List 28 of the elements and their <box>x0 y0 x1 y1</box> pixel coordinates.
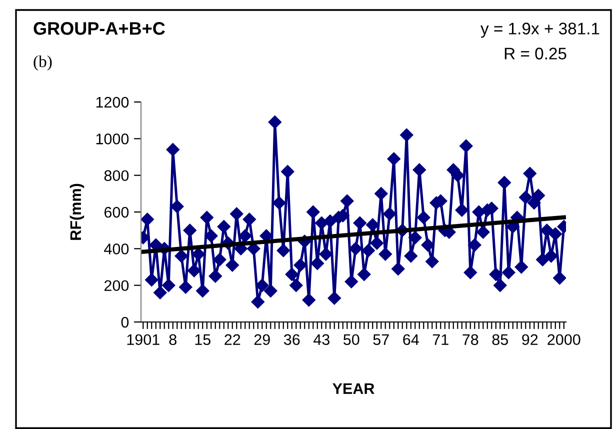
x-tick-label: 50 <box>343 334 360 346</box>
x-tick-label: 36 <box>284 334 300 346</box>
x-tick-label: 15 <box>195 334 210 346</box>
x-tick-label: 85 <box>492 334 508 346</box>
x-tick-label: 43 <box>313 334 330 346</box>
x-tick-label: 71 <box>432 334 448 345</box>
text: R = 0.25 <box>504 48 566 60</box>
y-tick-label: 1200 <box>96 96 129 108</box>
y-axis-title: RF(mm) <box>70 184 84 240</box>
x-tick-label: 64 <box>403 334 419 346</box>
x-tick-label: 29 <box>254 334 270 346</box>
x-tick-label: 92 <box>522 334 538 346</box>
y-tick-label: 600 <box>104 206 129 218</box>
x-tick-label: 22 <box>224 334 240 345</box>
x-tick-label: 57 <box>373 334 389 346</box>
y-tick-label: 1000 <box>96 134 129 144</box>
y-tick-label: 400 <box>104 244 129 254</box>
x-tick-label: 2000 <box>548 334 580 346</box>
x-tick-label: 8 <box>169 334 176 346</box>
x-tick-label: 78 <box>462 334 478 346</box>
y-tick-label: 0 <box>121 316 129 328</box>
y-tick-label: 800 <box>104 170 129 182</box>
text: (b) <box>34 55 52 71</box>
x-tick-label: 1901 <box>127 334 160 346</box>
x-axis-title: YEAR <box>332 383 374 394</box>
text: y = 1.9x + 381.1 <box>480 22 600 38</box>
chart-title: GROUP-A+B+C <box>34 22 165 35</box>
y-tick-label: 200 <box>104 280 129 292</box>
